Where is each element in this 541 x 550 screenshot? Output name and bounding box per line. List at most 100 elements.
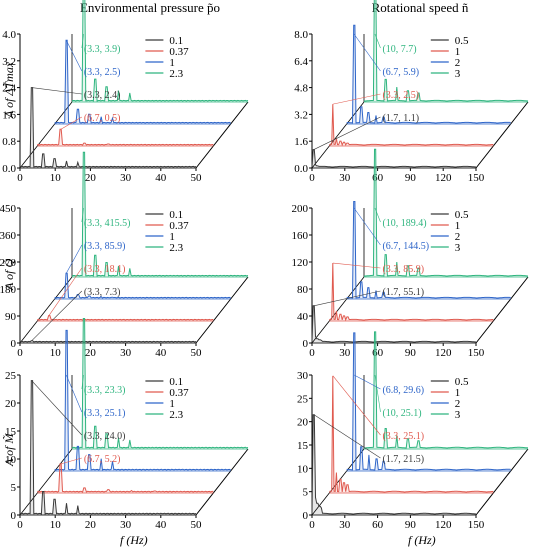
b1-ytick-label: 8.0 bbox=[294, 29, 308, 41]
b2-ytick-label: 120 bbox=[292, 257, 309, 269]
a3-series-line-3 bbox=[71, 318, 249, 449]
b2-annotation-leader-0 bbox=[374, 207, 381, 223]
a1-xtick-label: 0 bbox=[17, 172, 23, 184]
b3-xtick-label: 30 bbox=[339, 519, 351, 531]
b1-annotation-1: (6.7, 5.9) bbox=[382, 67, 419, 78]
b3-ytick-label: 15 bbox=[297, 440, 309, 452]
b2-legend-label-0: 0.5 bbox=[455, 209, 469, 221]
column-title-speed: Rotational speed ñ bbox=[371, 0, 469, 15]
b1-depth-axis bbox=[475, 101, 529, 169]
a1-xtick-label: 40 bbox=[155, 172, 167, 184]
b3-xtick-label: 90 bbox=[405, 519, 417, 531]
a1-series-fill-2 bbox=[54, 40, 231, 124]
a3-ytick-label: 5 bbox=[11, 482, 17, 494]
a1-depth-axis-left bbox=[19, 101, 73, 169]
a1-series-line-2 bbox=[54, 39, 231, 124]
b3-xtick-label: 120 bbox=[435, 519, 452, 531]
b2-annotation-1: (6.7, 144.5) bbox=[382, 241, 429, 252]
a2-annotation-1: (3.3, 85.9) bbox=[84, 241, 126, 252]
b1-series-fill-0 bbox=[312, 149, 476, 168]
b2-series-line-1 bbox=[329, 262, 494, 322]
a3-annotation-leader-3 bbox=[60, 457, 82, 465]
b1-legend-label-1: 1 bbox=[455, 46, 461, 58]
b2-depth-axis bbox=[475, 276, 529, 344]
b1-xtick-label: 0 bbox=[309, 172, 315, 184]
a1-series-line-3 bbox=[71, 0, 249, 102]
b1-series-line-2 bbox=[346, 24, 511, 124]
a3-xtick-label: 10 bbox=[50, 519, 62, 531]
b2-ytick-label: 200 bbox=[292, 203, 309, 215]
a2-legend-label-0: 0.1 bbox=[169, 209, 183, 221]
a2-annotation-leader-3 bbox=[31, 290, 83, 342]
a3-xtick-label: 40 bbox=[155, 519, 167, 531]
a2-annotation-leader-0 bbox=[81, 207, 84, 223]
b3-legend-label-1: 1 bbox=[455, 387, 461, 399]
a1-ytick-label: 0.0 bbox=[2, 163, 16, 175]
b3-ytick-label: 30 bbox=[297, 370, 309, 382]
a3-ytick-label: 20 bbox=[5, 398, 17, 410]
b2-ytick-label: 160 bbox=[292, 230, 309, 242]
a2-annotation-leader-1 bbox=[66, 244, 83, 274]
a2-depth-axis-left bbox=[19, 276, 73, 344]
a2-ytick-label: 90 bbox=[5, 311, 17, 323]
b2-annotation-0: (10, 189.4) bbox=[382, 218, 426, 229]
b2-series-line-2 bbox=[346, 201, 511, 299]
a3-ytick-label: 25 bbox=[5, 370, 17, 382]
a1-xtick-label: 20 bbox=[85, 172, 97, 184]
b1-legend-label-0: 0.5 bbox=[455, 35, 469, 47]
b2-annotation-leader-2 bbox=[332, 262, 381, 269]
b3-series-line-0 bbox=[311, 414, 477, 515]
b3-annotation-2: (3.3, 25.1) bbox=[382, 431, 424, 442]
b1-xtick-label: 90 bbox=[405, 172, 417, 184]
b2-series-line-3 bbox=[363, 148, 529, 277]
a3-annotation-leader-2 bbox=[31, 380, 83, 436]
b2-ytick-label: 80 bbox=[297, 284, 309, 296]
b3-legend-label-3: 3 bbox=[455, 409, 461, 421]
b1-annotation-2: (3.3, 2.5) bbox=[382, 90, 419, 101]
b1-xtick-label: 60 bbox=[372, 172, 384, 184]
b3-depth-axis bbox=[475, 448, 529, 516]
a2-annotation-3: (3.3, 7.3) bbox=[84, 287, 121, 298]
a3-series-fill-2 bbox=[54, 330, 231, 471]
b3-annotation-leader-0 bbox=[353, 374, 381, 390]
b3-annotation-leader-3 bbox=[313, 414, 381, 459]
a2-series-line-1 bbox=[37, 315, 214, 321]
a2-xtick-label: 40 bbox=[155, 347, 167, 359]
b3-series-line-1 bbox=[329, 375, 494, 493]
a3-legend-label-3: 2.3 bbox=[169, 409, 183, 421]
a3-annotation-1: (3.3, 25.1) bbox=[84, 408, 126, 419]
b3-annotation-leader-1 bbox=[374, 374, 381, 413]
b3-ytick-label: 10 bbox=[297, 463, 309, 475]
a2-xtick-label: 30 bbox=[120, 347, 132, 359]
b3-ytick-label: 20 bbox=[297, 417, 309, 429]
a1-ytick-label: 4.0 bbox=[2, 29, 16, 41]
b2-series-line-0 bbox=[311, 305, 477, 343]
a1-annotation-leader-1 bbox=[66, 40, 83, 72]
a2-ytick-label: 270 bbox=[0, 257, 17, 269]
b3-legend-label-2: 2 bbox=[455, 398, 461, 410]
a1-ytick-label: 2.4 bbox=[2, 83, 16, 95]
a2-annotation-2: (3.3, 18.1) bbox=[84, 264, 126, 275]
b3-annotation-leader-2 bbox=[332, 375, 381, 436]
a3-legend-label-1: 0.37 bbox=[169, 387, 189, 399]
a2-legend-label-3: 2.3 bbox=[169, 242, 183, 254]
a1-annotation-0: (3.3, 3.9) bbox=[84, 44, 121, 55]
a3-xtick-label: 30 bbox=[120, 519, 132, 531]
a1-annotation-leader-3 bbox=[60, 116, 82, 130]
a3-annotation-leader-1 bbox=[66, 374, 83, 413]
a1-series-line-0 bbox=[19, 87, 197, 168]
b1-ytick-label: 0.0 bbox=[294, 163, 308, 175]
b1-legend-label-2: 2 bbox=[455, 57, 461, 69]
b1-series-fill-2 bbox=[346, 25, 511, 125]
b1-annotation-leader-3 bbox=[313, 116, 381, 150]
a2-annotation-0: (3.3, 415.5) bbox=[84, 218, 131, 229]
b2-ytick-label: 40 bbox=[297, 311, 309, 323]
b1-series-line-0 bbox=[311, 149, 477, 168]
b1-annotation-0: (10, 7.7) bbox=[382, 44, 416, 55]
a2-series-line-0 bbox=[19, 340, 197, 343]
b3-ytick-label: 5 bbox=[303, 487, 309, 499]
a2-xtick-label: 10 bbox=[50, 347, 62, 359]
b1-ytick-label: 6.4 bbox=[294, 56, 308, 68]
a1-xtick-label: 10 bbox=[50, 172, 62, 184]
a2-xtick-label: 20 bbox=[85, 347, 97, 359]
